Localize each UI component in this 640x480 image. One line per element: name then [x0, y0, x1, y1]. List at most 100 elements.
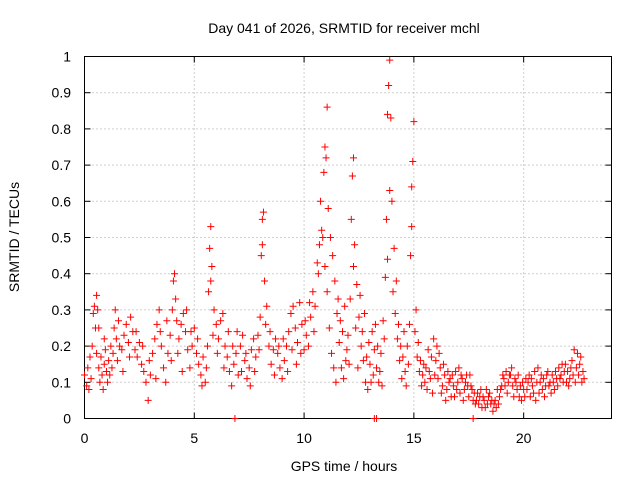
data-point — [367, 378, 375, 386]
data-point — [138, 360, 146, 368]
data-point — [188, 342, 196, 350]
data-point — [93, 349, 101, 357]
data-point — [279, 335, 287, 343]
data-point — [127, 313, 135, 321]
data-point — [500, 375, 508, 383]
data-point — [387, 114, 395, 122]
data-point — [325, 324, 333, 332]
data-point — [179, 310, 187, 318]
data-point — [366, 360, 374, 368]
data-point — [376, 367, 384, 375]
data-point — [393, 335, 401, 343]
data-point — [102, 367, 110, 375]
data-point — [293, 338, 301, 346]
data-point — [192, 349, 200, 357]
data-point — [380, 335, 388, 343]
data-point — [418, 382, 426, 390]
data-point — [401, 367, 409, 375]
data-point — [422, 364, 430, 372]
data-point — [113, 357, 121, 365]
data-point — [274, 349, 282, 357]
data-point — [573, 349, 581, 357]
data-point — [354, 364, 362, 372]
data-point — [343, 346, 351, 354]
data-point — [453, 386, 461, 394]
data-point — [313, 259, 321, 267]
data-point — [85, 386, 93, 394]
data-point — [435, 349, 443, 357]
data-point — [131, 346, 139, 354]
data-point — [238, 367, 246, 375]
data-point — [552, 367, 560, 375]
y-tick-label: 0.7 — [52, 157, 72, 173]
data-point — [261, 277, 269, 285]
data-point — [267, 360, 275, 368]
data-point — [497, 386, 505, 394]
data-point — [243, 375, 251, 383]
y-axis-tick-labels: 0 0.1 0.2 0.3 0.4 0.5 0.6 0.7 0.8 0.9 1 — [52, 49, 72, 427]
data-point — [112, 335, 120, 343]
data-point — [486, 389, 494, 397]
data-point — [245, 364, 253, 372]
data-point — [344, 331, 352, 339]
data-point — [183, 306, 191, 314]
data-point — [505, 371, 513, 379]
data-point — [374, 342, 382, 350]
data-point — [569, 371, 577, 379]
data-point — [229, 342, 237, 350]
data-point — [326, 234, 334, 241]
data-point — [126, 353, 134, 361]
data-point — [519, 378, 527, 386]
data-point — [156, 328, 164, 336]
y-tick-label: 0.3 — [52, 302, 72, 318]
data-point — [322, 154, 330, 162]
data-point — [399, 353, 407, 361]
data-point — [554, 382, 562, 390]
data-point — [291, 324, 299, 332]
data-point — [349, 262, 357, 270]
data-point — [174, 349, 182, 357]
data-point — [513, 386, 521, 394]
data-point — [83, 382, 91, 390]
data-point — [89, 310, 97, 318]
data-point — [208, 262, 216, 270]
data-point — [443, 386, 451, 394]
x-axis-label: GPS time / hours — [291, 458, 398, 474]
data-point — [562, 378, 570, 386]
data-point — [458, 375, 466, 383]
data-point — [545, 382, 553, 390]
data-point — [457, 371, 465, 379]
data-point — [521, 393, 529, 401]
data-point — [317, 197, 325, 205]
data-point — [321, 262, 329, 270]
data-point — [377, 349, 385, 357]
data-point — [373, 415, 381, 422]
data-point — [429, 389, 437, 397]
data-point — [488, 396, 496, 404]
data-point — [109, 349, 117, 357]
data-point — [315, 241, 323, 249]
data-point — [411, 328, 419, 336]
data-point — [523, 386, 531, 394]
data-point — [93, 291, 101, 299]
data-point — [301, 317, 309, 325]
data-point — [275, 342, 283, 350]
data-point — [116, 342, 124, 350]
data-point — [310, 328, 318, 336]
data-point — [97, 353, 105, 361]
data-point — [323, 288, 331, 296]
y-tick-label: 0.5 — [52, 230, 72, 246]
data-point — [157, 342, 165, 350]
data-point — [257, 252, 265, 260]
data-point — [212, 320, 220, 328]
data-point — [436, 364, 444, 372]
data-point — [557, 371, 565, 379]
data-point — [205, 288, 213, 296]
data-point — [438, 382, 446, 390]
data-point — [556, 375, 564, 383]
data-point — [580, 375, 588, 383]
y-tick-label: 0.2 — [52, 338, 72, 354]
data-point — [221, 342, 229, 350]
data-point — [247, 346, 255, 354]
data-point — [346, 295, 354, 303]
